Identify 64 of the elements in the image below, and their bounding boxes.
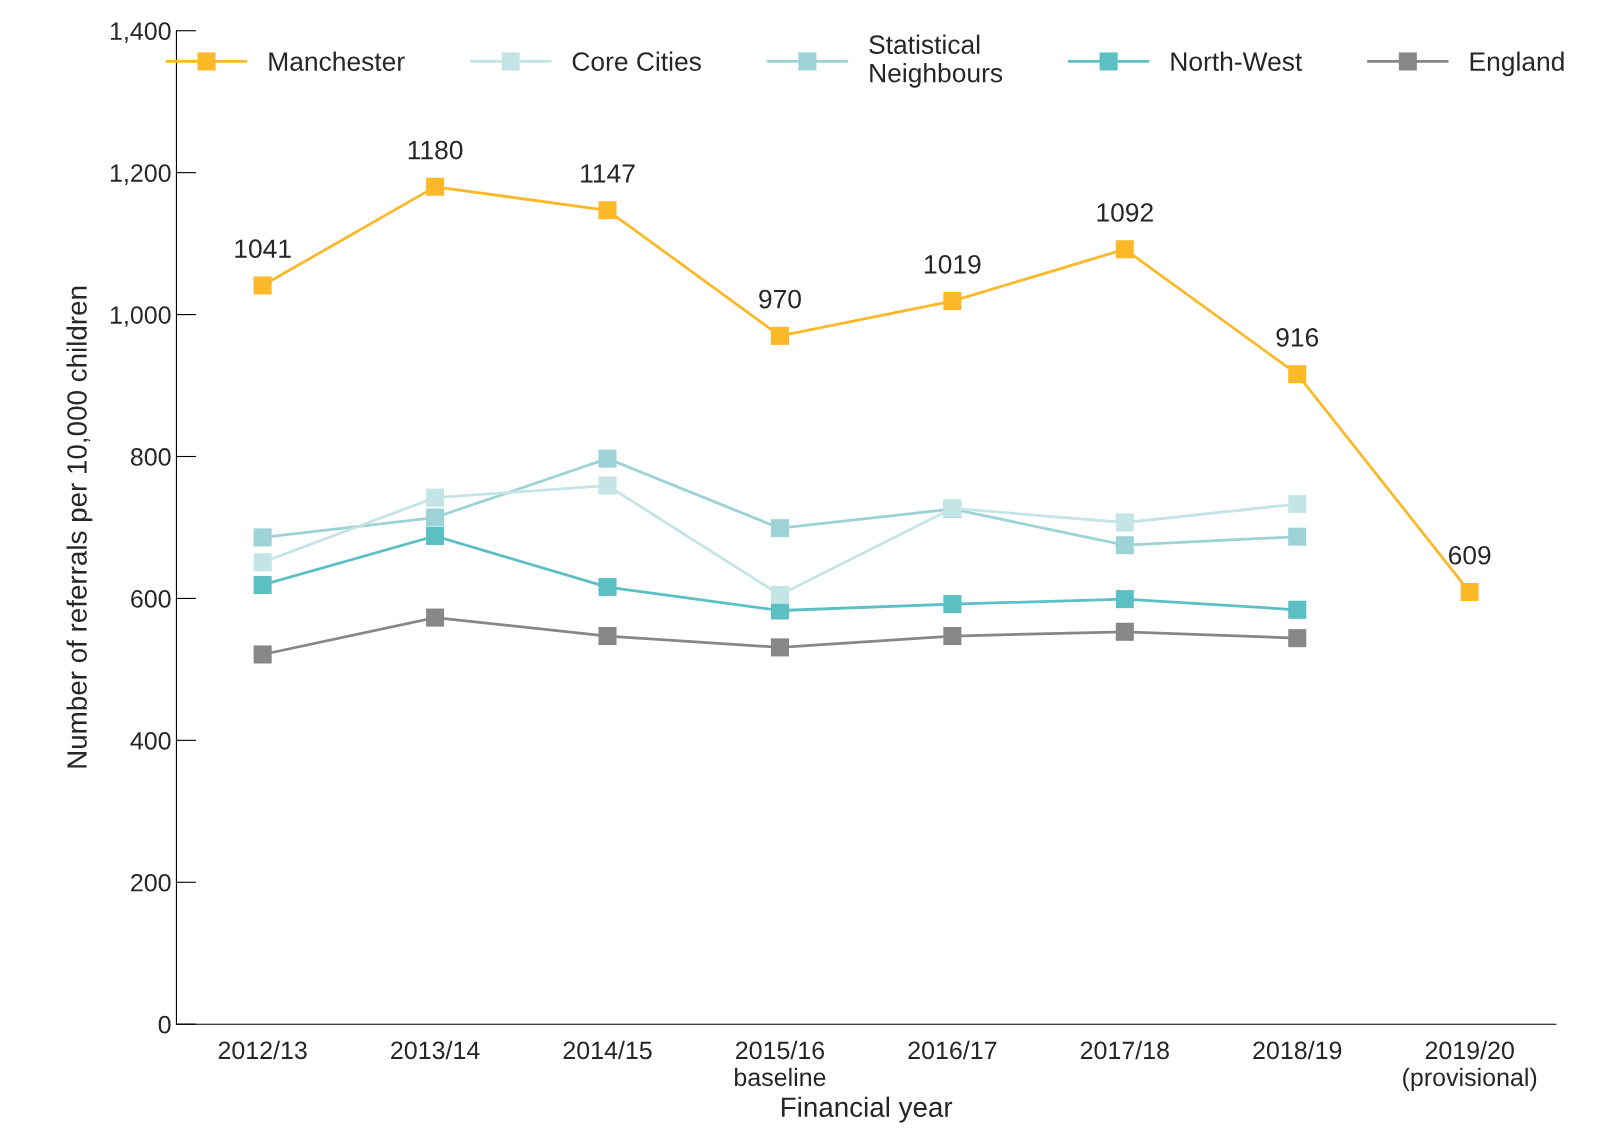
point <box>253 528 272 547</box>
point <box>598 201 617 220</box>
point <box>943 595 962 614</box>
point <box>1115 622 1134 641</box>
x-tick-label: 2015/16 baseline <box>735 1040 826 1087</box>
x-tick-label: 2012/13 <box>218 1040 307 1060</box>
legend-label: Statistical Neighbours <box>869 34 1003 88</box>
point <box>1288 495 1307 514</box>
point <box>1288 527 1307 546</box>
data-label: 609 <box>1448 545 1491 565</box>
point <box>426 177 445 196</box>
point <box>598 449 617 468</box>
y-tick-label: 400 <box>130 731 171 750</box>
y-tick-label: 0 <box>158 1015 171 1034</box>
data-label: 1019 <box>925 254 981 274</box>
x-axis-title: Financial year <box>781 1096 953 1123</box>
point <box>770 326 789 345</box>
point <box>943 292 962 311</box>
x-tick-label: 2016/17 <box>908 1040 997 1060</box>
point <box>426 508 445 527</box>
point <box>426 608 445 627</box>
y-tick-label: 200 <box>131 873 171 892</box>
point <box>253 553 272 572</box>
y-tick-label: 1,200 <box>110 164 171 185</box>
y-tick-label: 600 <box>131 590 171 608</box>
point <box>253 276 272 295</box>
point <box>1288 365 1307 384</box>
point <box>770 519 789 538</box>
point <box>598 578 617 597</box>
point <box>598 627 617 646</box>
point <box>1288 600 1307 619</box>
point <box>426 488 445 507</box>
point <box>1115 536 1134 555</box>
y-axis-title: Number of referrals per 10,000 children <box>66 286 93 768</box>
legend-label: Core Cities <box>572 51 701 71</box>
point <box>253 575 272 594</box>
point <box>943 627 962 646</box>
data-label: 1147 <box>581 164 635 183</box>
point <box>1115 240 1134 259</box>
x-tick-label: 2019/20 (provisional) <box>1403 1040 1537 1092</box>
data-label: 970 <box>759 289 801 309</box>
data-label: 1180 <box>408 140 463 160</box>
point <box>1115 590 1134 609</box>
point <box>253 645 272 664</box>
legend-label: Manchester <box>269 51 405 71</box>
point <box>770 638 789 657</box>
data-label: 1041 <box>235 239 291 259</box>
data-label: 916 <box>1276 328 1319 347</box>
x-tick-label: 2013/14 <box>391 1040 480 1060</box>
y-tick-label: 1,400 <box>110 22 171 43</box>
y-tick-label: 800 <box>130 448 171 466</box>
point <box>770 585 789 604</box>
legend-label: England <box>1470 51 1564 77</box>
point <box>426 526 445 546</box>
point <box>1460 583 1479 602</box>
x-tick-label: 2014/15 <box>563 1040 652 1060</box>
legend-label: North-West <box>1171 51 1303 71</box>
y-tick-label: 1,000 <box>110 306 171 327</box>
point <box>598 476 617 495</box>
x-tick-label: 2017/18 <box>1080 1040 1169 1060</box>
point <box>1288 629 1307 648</box>
x-tick-label: 2018/19 <box>1253 1040 1342 1060</box>
data-label: 1092 <box>1097 203 1153 222</box>
point <box>1115 513 1134 532</box>
